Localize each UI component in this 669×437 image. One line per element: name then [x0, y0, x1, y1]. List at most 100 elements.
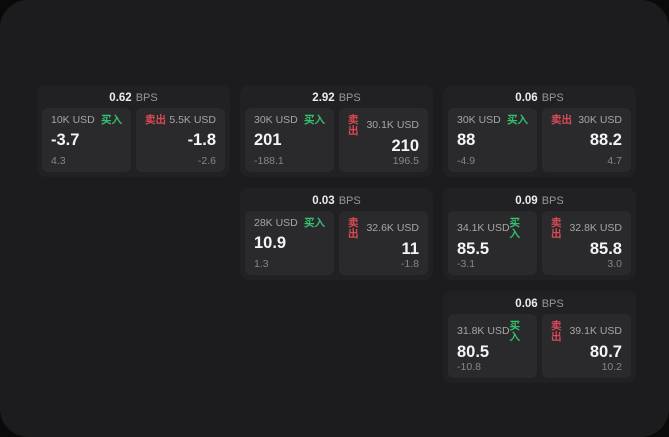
bps-value: 0.03: [312, 195, 335, 207]
quote-card: 2.92 BPS 30K USD 买入 201 -188.1 卖出 30.1K …: [240, 85, 433, 177]
sell-panel[interactable]: 卖出 30.1K USD 210 196.5: [339, 108, 428, 172]
buy-price: 88: [457, 131, 476, 150]
sell-price: 85.8: [589, 239, 622, 258]
sell-delta: 4.7: [607, 154, 622, 167]
buy-panel[interactable]: 31.8K USD 买入 80.5 -10.8: [448, 314, 537, 378]
buy-toprow: 31.8K USD 买入: [457, 321, 528, 342]
buy-notional: 28K USD: [254, 217, 298, 229]
bps-value: 0.06: [515, 92, 538, 104]
buy-label: 买入: [101, 114, 122, 126]
quote-card: 0.06 BPS 31.8K USD 买入 80.5 -10.8 卖出 39.1…: [443, 291, 636, 383]
bps-header: 2.92 BPS: [245, 88, 428, 108]
buy-delta: 1.3: [254, 257, 269, 270]
buy-price: 80.5: [457, 342, 490, 361]
buy-notional: 30K USD: [457, 114, 501, 126]
bps-header: 0.06 BPS: [448, 294, 631, 314]
sell-toprow: 卖出 39.1K USD: [551, 321, 622, 342]
buy-toprow: 30K USD 买入: [457, 115, 528, 126]
buy-toprow: 10K USD 买入: [51, 115, 122, 126]
bps-unit-label: BPS: [541, 298, 564, 310]
bps-value: 0.62: [109, 92, 132, 104]
buy-label: 买入: [507, 114, 528, 126]
sell-label: 卖出: [551, 114, 572, 126]
bps-unit-label: BPS: [135, 92, 158, 104]
buy-notional: 30K USD: [254, 114, 298, 126]
bps-unit-label: BPS: [338, 195, 361, 207]
buy-panel[interactable]: 34.1K USD 买入 85.5 -3.1: [448, 211, 537, 275]
buy-price: -3.7: [51, 131, 80, 150]
buy-panel[interactable]: 10K USD 买入 -3.7 4.3: [42, 108, 131, 172]
buy-label: 买入: [304, 114, 325, 126]
sell-delta: 196.5: [392, 154, 419, 167]
sell-price: 11: [401, 239, 419, 258]
buy-notional: 10K USD: [51, 114, 95, 126]
sell-price: 80.7: [589, 342, 622, 361]
bps-value: 0.06: [515, 298, 538, 310]
sell-panel[interactable]: 卖出 32.6K USD 11 -1.8: [339, 211, 428, 275]
buy-delta: -188.1: [254, 154, 284, 167]
buy-label: 买入: [304, 217, 325, 229]
sell-label: 卖出: [145, 114, 166, 126]
sell-notional: 32.8K USD: [569, 222, 622, 235]
buy-panel[interactable]: 28K USD 买入 10.9 1.3: [245, 211, 334, 275]
quote-card-body: 30K USD 买入 201 -188.1 卖出 30.1K USD 210 1…: [245, 108, 428, 172]
sell-label: 卖出: [348, 217, 359, 240]
bps-value: 0.09: [515, 195, 538, 207]
bps-unit-label: BPS: [338, 92, 361, 104]
buy-label: 买入: [509, 320, 521, 343]
buy-delta: -10.8: [457, 360, 481, 373]
sell-delta: 10.2: [601, 360, 622, 373]
sell-toprow: 卖出 32.8K USD: [551, 218, 622, 239]
sell-notional: 32.6K USD: [366, 222, 419, 235]
quote-card: 0.09 BPS 34.1K USD 买入 85.5 -3.1 卖出 32.8K…: [443, 188, 636, 280]
sell-panel[interactable]: 卖出 5.5K USD -1.8 -2.6: [136, 108, 225, 172]
sell-panel[interactable]: 卖出 30K USD 88.2 4.7: [542, 108, 631, 172]
quote-card-body: 30K USD 买入 88 -4.9 卖出 30K USD 88.2 4.7: [448, 108, 631, 172]
quote-card: 0.62 BPS 10K USD 买入 -3.7 4.3 卖出 5.5K USD…: [37, 85, 230, 177]
buy-toprow: 28K USD 买入: [254, 218, 325, 229]
buy-delta: -4.9: [457, 154, 476, 167]
sell-price: 210: [391, 136, 419, 155]
sell-label: 卖出: [551, 320, 562, 343]
bps-header: 0.09 BPS: [448, 191, 631, 211]
buy-notional: 34.1K USD: [457, 222, 510, 235]
sell-notional: 39.1K USD: [569, 325, 622, 338]
sell-notional: 30.1K USD: [366, 119, 419, 132]
buy-toprow: 34.1K USD 买入: [457, 218, 528, 239]
sell-panel[interactable]: 卖出 39.1K USD 80.7 10.2: [542, 314, 631, 378]
buy-panel[interactable]: 30K USD 买入 201 -188.1: [245, 108, 334, 172]
bps-unit-label: BPS: [541, 195, 564, 207]
quote-card: 0.03 BPS 28K USD 买入 10.9 1.3 卖出 32.6K US…: [240, 188, 433, 280]
bps-header: 0.03 BPS: [245, 191, 428, 211]
sell-delta: -1.8: [400, 257, 419, 270]
quote-card-body: 10K USD 买入 -3.7 4.3 卖出 5.5K USD -1.8 -2.…: [42, 108, 225, 172]
buy-price: 10.9: [254, 234, 287, 253]
sell-price: -1.8: [187, 131, 216, 150]
buy-notional: 31.8K USD: [457, 325, 510, 338]
sell-delta: 3.0: [607, 257, 622, 270]
sell-label: 卖出: [348, 114, 359, 137]
sell-toprow: 卖出 32.6K USD: [348, 218, 419, 239]
bps-header: 0.06 BPS: [448, 88, 631, 108]
sell-notional: 5.5K USD: [169, 114, 216, 126]
quote-card-body: 28K USD 买入 10.9 1.3 卖出 32.6K USD 11 -1.8: [245, 211, 428, 275]
buy-price: 85.5: [457, 239, 490, 258]
buy-label: 买入: [509, 217, 521, 240]
buy-panel[interactable]: 30K USD 买入 88 -4.9: [448, 108, 537, 172]
buy-delta: 4.3: [51, 154, 66, 167]
quote-card-body: 34.1K USD 买入 85.5 -3.1 卖出 32.8K USD 85.8…: [448, 211, 631, 275]
sell-price: 88.2: [589, 131, 622, 150]
sell-label: 卖出: [551, 217, 562, 240]
sell-notional: 30K USD: [578, 114, 622, 126]
quote-card-body: 31.8K USD 买入 80.5 -10.8 卖出 39.1K USD 80.…: [448, 314, 631, 378]
sell-toprow: 卖出 30.1K USD: [348, 115, 419, 136]
bps-unit-label: BPS: [541, 92, 564, 104]
sell-delta: -2.6: [197, 154, 216, 167]
quote-card: 0.06 BPS 30K USD 买入 88 -4.9 卖出 30K USD 8…: [443, 85, 636, 177]
sell-panel[interactable]: 卖出 32.8K USD 85.8 3.0: [542, 211, 631, 275]
bps-header: 0.62 BPS: [42, 88, 225, 108]
sell-toprow: 卖出 5.5K USD: [145, 115, 216, 126]
buy-delta: -3.1: [457, 257, 476, 270]
buy-toprow: 30K USD 买入: [254, 115, 325, 126]
